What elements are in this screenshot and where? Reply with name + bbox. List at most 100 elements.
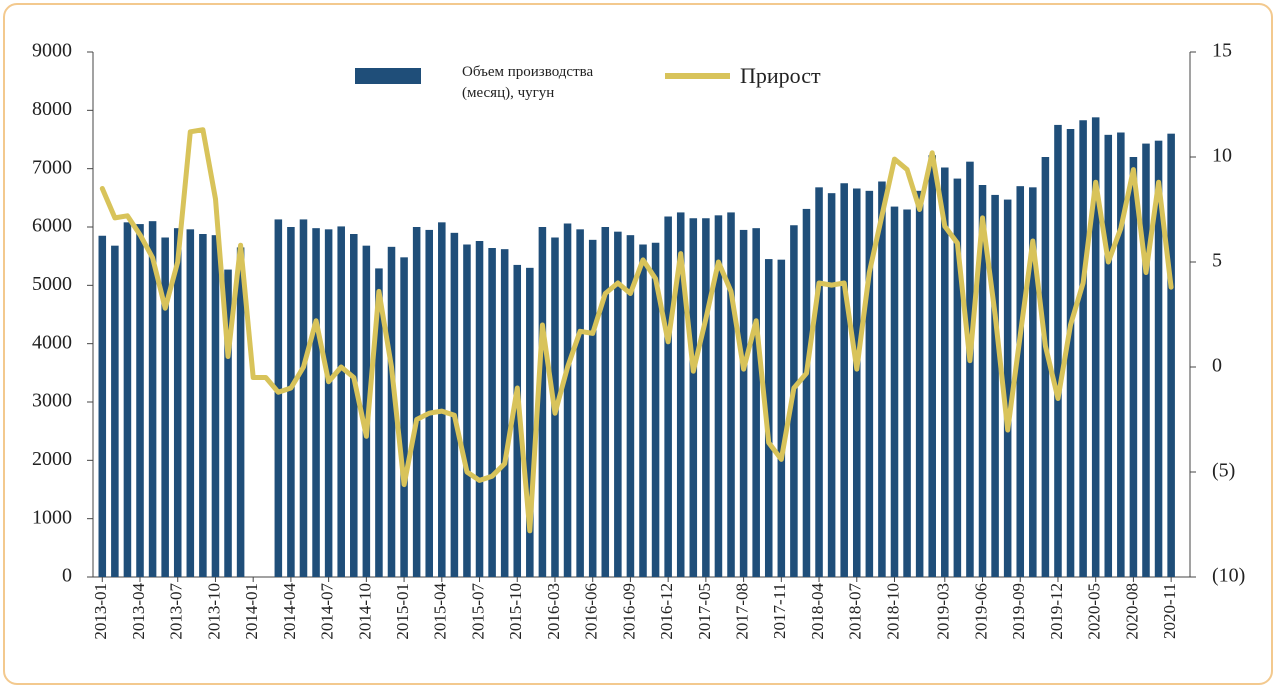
y2-tick-label: 10 — [1212, 145, 1232, 167]
bar — [563, 223, 572, 577]
bar — [1079, 120, 1087, 577]
x-tick-label: 2013-10 — [204, 583, 223, 640]
bar — [676, 212, 685, 577]
bar — [538, 227, 547, 577]
bar — [815, 187, 823, 578]
x-tick-label: 2014-04 — [280, 583, 299, 640]
legend-bar-swatch — [355, 68, 421, 84]
bar — [852, 188, 861, 577]
y2-tick-label: 15 — [1212, 40, 1232, 62]
bar — [865, 190, 874, 578]
y-tick-label: 4000 — [32, 331, 72, 353]
bar — [500, 249, 509, 577]
bar — [186, 229, 195, 578]
x-tick-label: 2019-12 — [1047, 583, 1066, 640]
bar — [727, 212, 735, 577]
bar — [1104, 134, 1113, 578]
bar — [1091, 117, 1100, 577]
bar — [299, 219, 308, 577]
bar — [588, 239, 597, 578]
bar — [412, 227, 421, 577]
bar — [739, 229, 748, 577]
x-tick-label: 2017-08 — [733, 583, 752, 640]
bar — [1029, 187, 1037, 578]
bar — [915, 190, 924, 578]
bar — [764, 259, 773, 577]
bar — [526, 267, 534, 577]
x-tick-label: 2014-07 — [318, 583, 337, 640]
bar — [148, 221, 157, 577]
x-tick-label: 2014-10 — [355, 583, 374, 640]
bar — [1003, 199, 1012, 578]
y2-tick-label: (10) — [1212, 565, 1245, 587]
bar — [903, 209, 911, 577]
bar — [651, 242, 660, 577]
y2-tick-label: (5) — [1212, 460, 1235, 482]
x-tick-label: 2020-05 — [1085, 583, 1104, 640]
x-tick-label: 2015-04 — [431, 583, 450, 640]
bar — [1167, 133, 1175, 577]
y-tick-label: 6000 — [32, 215, 72, 237]
bar — [941, 167, 949, 577]
y-tick-label: 2000 — [32, 448, 72, 470]
x-tick-label: 2016-09 — [619, 583, 638, 640]
x-tick-label: 2018-07 — [846, 583, 865, 640]
bar — [664, 216, 672, 577]
bar — [1129, 157, 1138, 577]
bar — [626, 235, 635, 577]
x-tick-label: 2017-05 — [695, 583, 714, 640]
bar — [513, 264, 522, 577]
bar — [136, 224, 144, 578]
x-tick-label: 2017-11 — [770, 583, 789, 639]
bar — [890, 206, 899, 578]
bar — [488, 248, 496, 577]
bar — [1117, 132, 1125, 577]
x-tick-label: 2014-01 — [242, 583, 261, 640]
bar — [312, 228, 320, 577]
x-tick-label: 2016-06 — [582, 583, 601, 640]
bar — [350, 234, 358, 577]
y-tick-label: 5000 — [32, 273, 72, 295]
y2-tick-label: 0 — [1212, 355, 1222, 377]
x-tick-label: 2020-11 — [1160, 583, 1179, 639]
bar — [777, 259, 786, 577]
bar — [387, 246, 396, 578]
legend-bar-label: Объем производства (месяц), чугун — [462, 64, 594, 101]
bar — [978, 185, 987, 577]
bar — [966, 161, 974, 577]
x-tick-label: 2020-08 — [1122, 583, 1141, 640]
bar — [714, 215, 723, 578]
y-tick-label: 9000 — [32, 40, 72, 62]
bar — [1041, 157, 1050, 577]
x-tick-label: 2013-07 — [167, 583, 186, 640]
bar — [236, 247, 245, 577]
bar — [425, 229, 434, 577]
bar — [123, 222, 132, 578]
y2-tick-label: 5 — [1212, 250, 1222, 272]
bar — [702, 218, 710, 577]
bar — [375, 268, 383, 577]
bar — [689, 218, 698, 577]
x-tick-label: 2018-10 — [883, 583, 902, 640]
bar — [1066, 129, 1075, 577]
bar — [639, 244, 647, 577]
bar — [928, 155, 936, 577]
bar — [211, 235, 220, 577]
bar — [224, 269, 232, 577]
bar — [463, 244, 471, 577]
x-tick-label: 2015-01 — [393, 583, 412, 640]
x-tick-label: 2018-04 — [808, 583, 827, 640]
bar — [1154, 140, 1163, 577]
bar — [1054, 124, 1062, 578]
bar — [337, 226, 345, 577]
bar — [287, 227, 295, 577]
bar — [199, 234, 207, 577]
bar — [161, 237, 169, 577]
frame — [3, 3, 1273, 685]
x-tick-label: 2015-07 — [468, 583, 487, 640]
y-tick-label: 3000 — [32, 390, 72, 412]
bar — [98, 235, 107, 577]
x-tick-label: 2013-01 — [91, 583, 110, 640]
